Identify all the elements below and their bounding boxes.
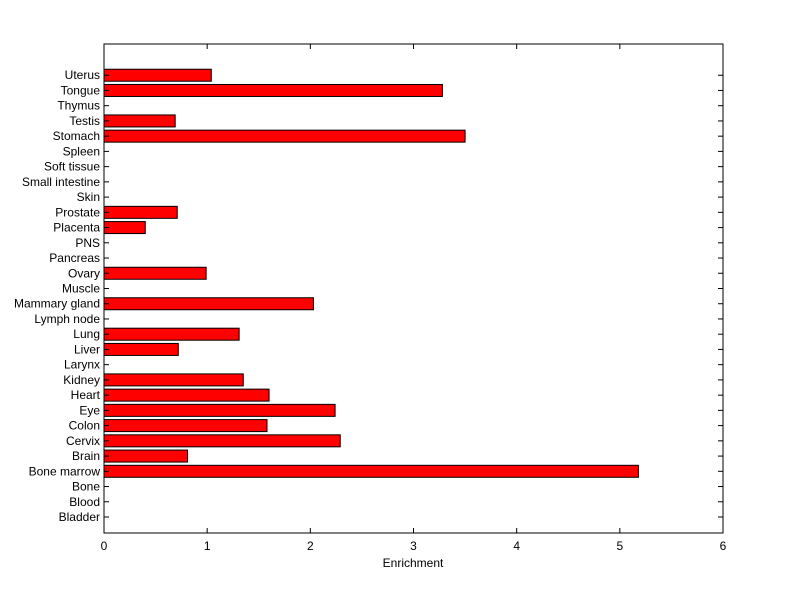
y-tick-label: Muscle: [62, 282, 100, 296]
y-tick-label: Spleen: [63, 144, 100, 158]
bar-colon: [103, 419, 268, 433]
y-tick-label: Bone marrow: [29, 464, 101, 478]
x-tick-label: 3: [410, 539, 417, 553]
y-tick-label: Placenta: [53, 221, 100, 235]
y-tick-label: Colon: [69, 419, 100, 433]
y-tick-label: Bladder: [59, 510, 100, 524]
y-tick-label: Small intestine: [22, 175, 100, 189]
y-tick-label: Prostate: [55, 205, 100, 219]
y-tick-label: Liver: [74, 342, 100, 356]
bar-testis: [103, 114, 176, 128]
x-tick-label: 4: [513, 539, 520, 553]
y-tick-label: Thymus: [57, 99, 100, 113]
y-tick-label: Stomach: [53, 129, 100, 143]
y-tick-label: Testis: [69, 114, 100, 128]
bar-liver: [103, 342, 179, 356]
y-tick-label: Pancreas: [49, 251, 100, 265]
y-tick-label: Eye: [79, 403, 100, 417]
bar-ovary: [103, 266, 207, 280]
y-tick-label: Heart: [71, 388, 101, 402]
x-tick-label: 0: [101, 539, 108, 553]
y-tick-label: Bone: [72, 480, 100, 494]
bar-mammary-gland: [103, 297, 314, 311]
bar-heart: [103, 388, 270, 402]
x-tick-label: 2: [307, 539, 314, 553]
bar-kidney: [103, 373, 244, 387]
y-tick-label: Cervix: [66, 434, 100, 448]
bar-brain: [103, 449, 189, 463]
y-tick-label: Skin: [77, 190, 100, 204]
y-tick-label: Tongue: [61, 83, 101, 97]
bar-cervix: [103, 434, 341, 448]
bar-stomach: [103, 129, 466, 143]
bar-placenta: [103, 221, 146, 235]
bar-uterus: [103, 68, 212, 82]
y-tick-label: Lymph node: [34, 312, 100, 326]
y-tick-label: Lung: [73, 327, 100, 341]
y-tick-label: PNS: [75, 236, 100, 250]
x-tick-label: 1: [204, 539, 211, 553]
x-tick-label: 5: [616, 539, 623, 553]
bar-tongue: [103, 83, 443, 97]
bar-lung: [103, 327, 240, 341]
y-tick-label: Ovary: [68, 266, 100, 280]
y-tick-label: Blood: [69, 495, 100, 509]
bar-eye: [103, 403, 336, 417]
y-tick-label: Uterus: [65, 68, 100, 82]
bar-bone-marrow: [103, 464, 639, 478]
x-axis-label: Enrichment: [383, 556, 444, 570]
bar-prostate: [103, 205, 178, 219]
y-tick-label: Brain: [72, 449, 100, 463]
x-tick-label: 6: [720, 539, 727, 553]
y-tick-label: Kidney: [63, 373, 100, 387]
y-tick-label: Larynx: [64, 358, 100, 372]
y-tick-label: Mammary gland: [14, 297, 100, 311]
plot-frame: [103, 43, 724, 534]
y-tick-label: Soft tissue: [44, 160, 100, 174]
